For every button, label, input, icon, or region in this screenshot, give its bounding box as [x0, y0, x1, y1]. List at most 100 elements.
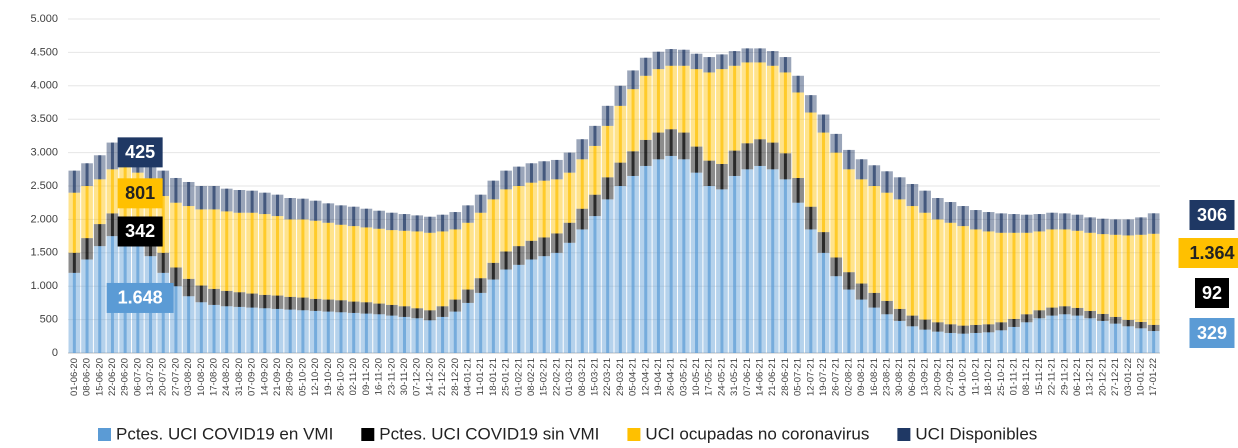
- bar-stripe: [1152, 233, 1156, 325]
- bar-stripe: [491, 279, 495, 353]
- x-tick-label: 22-06-20: [107, 358, 118, 396]
- bar-stripe: [872, 292, 876, 308]
- x-tick-label: 03-01-22: [1123, 358, 1134, 396]
- bar-stripe: [1126, 319, 1130, 327]
- bar-stripe: [441, 306, 445, 317]
- bar-stripe: [1025, 214, 1029, 233]
- bar-stripe: [237, 292, 241, 307]
- bar-stripe: [1152, 324, 1156, 332]
- bar-stripe: [237, 306, 241, 353]
- bar-stripe: [263, 294, 267, 309]
- bar-stripe: [783, 153, 787, 180]
- bar-stripe: [453, 212, 457, 230]
- bar-stripe: [910, 326, 914, 353]
- x-tick-label: 11-01-21: [475, 358, 486, 395]
- bar-stripe: [225, 306, 229, 353]
- y-tick-label: 3.000: [30, 147, 58, 159]
- bar-stripe: [491, 199, 495, 263]
- bar-stripe: [707, 72, 711, 161]
- value-label: 306: [1197, 205, 1227, 225]
- bar-stripe: [809, 112, 813, 207]
- bar-stripe: [618, 105, 622, 163]
- bar-stripe: [1025, 314, 1029, 323]
- x-tick-label: 08-03-21: [577, 358, 588, 396]
- value-label: 329: [1197, 323, 1227, 343]
- bar-stripe: [225, 211, 229, 291]
- x-tick-label: 01-11-21: [1008, 358, 1019, 395]
- bar-stripe: [225, 188, 229, 212]
- bar-stripe: [339, 312, 343, 353]
- x-tick-label: 31-05-21: [729, 358, 740, 396]
- x-tick-label: 21-12-20: [437, 358, 448, 396]
- bar-stripe: [326, 222, 330, 300]
- bar-stripe: [834, 257, 838, 277]
- legend-label: Pctes. UCI COVID19 en VMI: [116, 424, 333, 443]
- bar-stripe: [491, 180, 495, 200]
- bar-stripe: [860, 159, 864, 180]
- x-tick-label: 15-11-21: [1034, 358, 1045, 395]
- bar-stripe: [1101, 320, 1105, 353]
- bar-stripe: [936, 322, 940, 332]
- bar-stripe: [237, 212, 241, 293]
- bar-stripe: [479, 278, 483, 293]
- bar-stripe: [771, 142, 775, 170]
- x-tick-label: 05-04-21: [628, 358, 639, 396]
- bar-stripe: [453, 229, 457, 300]
- value-label: 342: [125, 221, 155, 241]
- bar-stripe: [98, 246, 102, 353]
- bar-stripe: [555, 159, 559, 180]
- x-tick-label: 14-09-20: [259, 358, 270, 396]
- x-tick-label: 30-08-21: [894, 358, 905, 396]
- y-tick-label: 3.500: [30, 113, 58, 125]
- bar-stripe: [149, 155, 153, 183]
- bar-stripe: [885, 300, 889, 315]
- bar-stripe: [529, 259, 533, 353]
- bar-stripe: [593, 194, 597, 217]
- x-tick-label: 28-06-21: [780, 358, 791, 396]
- bar-stripe: [390, 212, 394, 231]
- bar-stripe: [529, 240, 533, 260]
- legend-swatch: [98, 428, 111, 441]
- bar-stripe: [1101, 313, 1105, 321]
- bar-stripe: [276, 194, 280, 217]
- bar-stripe: [695, 146, 699, 173]
- bar-stripe: [301, 297, 305, 311]
- x-tick-label: 28-09-20: [285, 358, 296, 396]
- x-tick-label: 08-02-21: [526, 358, 537, 396]
- bar-stripe: [161, 196, 165, 253]
- x-tick-label: 15-02-21: [539, 358, 550, 396]
- bar-stripe: [923, 319, 927, 330]
- bar-stripe: [1050, 229, 1054, 308]
- bar-stripe: [822, 252, 826, 353]
- x-tick-label: 04-01-21: [462, 358, 473, 396]
- bar-stripe: [860, 179, 864, 284]
- bar-stripe: [1126, 219, 1130, 236]
- legend-swatch: [897, 428, 911, 441]
- bar-stripe: [783, 72, 787, 154]
- x-tick-label: 25-01-21: [501, 358, 512, 396]
- bar-stripe: [161, 170, 165, 197]
- bar-stripe: [1075, 230, 1079, 308]
- bar-stripe: [1025, 232, 1029, 315]
- bar-stripe: [428, 232, 432, 311]
- bar-stripe: [491, 262, 495, 280]
- value-label: 92: [1202, 283, 1222, 303]
- bar-stripe: [695, 53, 699, 70]
- bar-stripe: [733, 150, 737, 176]
- bar-stripe: [568, 152, 572, 173]
- bar-stripe: [783, 179, 787, 353]
- bar-stripe: [428, 216, 432, 233]
- bar-stripe: [771, 169, 775, 353]
- x-tick-label: 04-10-21: [958, 358, 969, 396]
- bar-stripe: [161, 252, 165, 273]
- bar-stripe: [885, 192, 889, 301]
- bar-stripe: [377, 228, 381, 304]
- bar-stripe: [187, 206, 191, 279]
- bar-stripe: [1025, 322, 1029, 353]
- bar-stripe: [314, 298, 318, 311]
- x-tick-label: 29-11-21: [1059, 358, 1070, 395]
- bar-stripe: [961, 325, 965, 334]
- x-tick-label: 23-08-21: [882, 358, 893, 396]
- value-label-box: [1189, 200, 1235, 230]
